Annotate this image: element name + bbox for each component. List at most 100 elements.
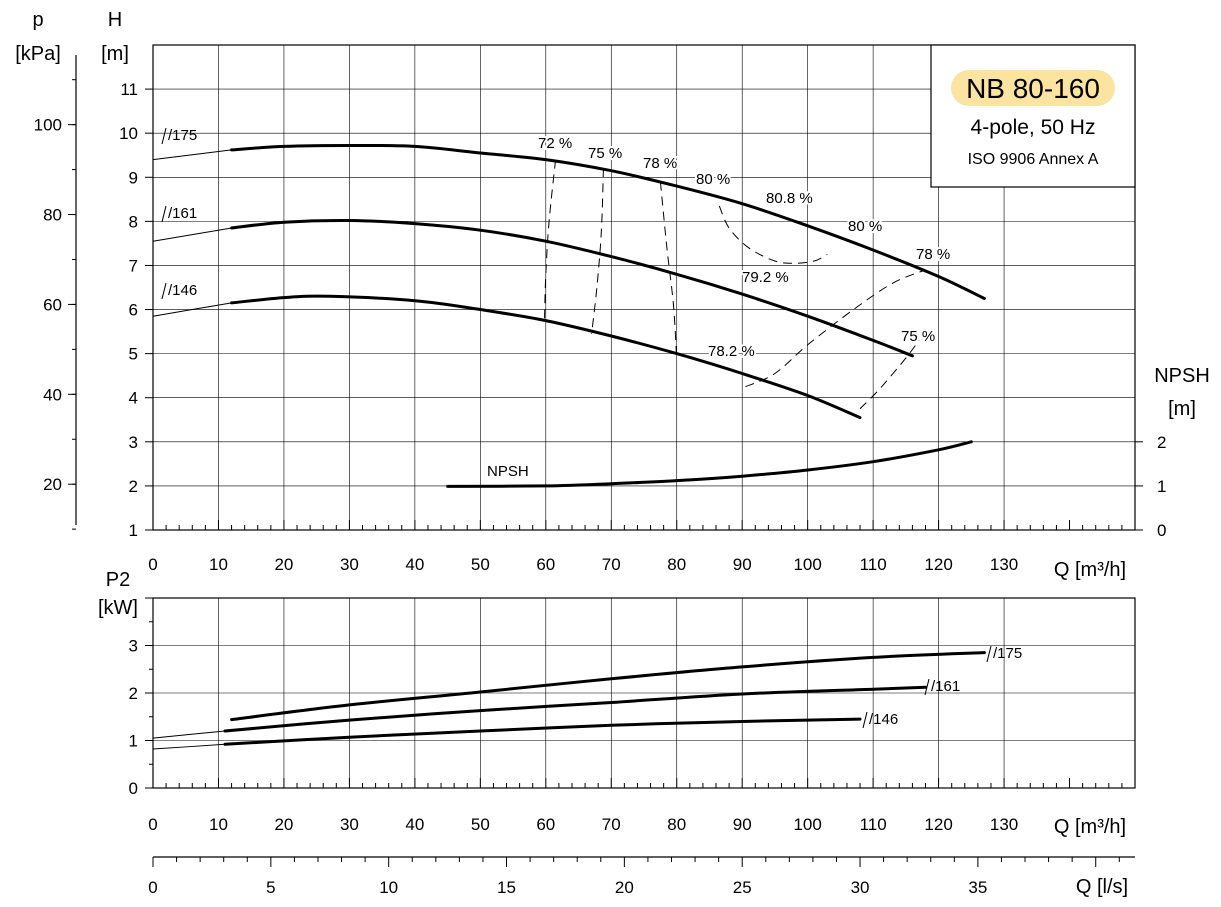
head-curve-label-leader [161,282,167,300]
npsh-curve [446,440,973,488]
power-curve-label: /175 [993,645,1022,662]
head-curve-175 [230,143,986,300]
head-x-tick-label: 130 [990,555,1018,574]
pressure-axis-title: p [32,9,43,31]
efficiency-label: 80 % [848,218,882,235]
efficiency-contour [718,205,828,264]
efficiency-label: 78 % [916,246,950,263]
power-curve-161 [223,685,927,733]
efficiency-contours: 72 % 75 % 78 % 80 % 80.8 % 80 % 78 % 79.2 % 75 %… [536,133,952,410]
test-standard-label: ISO 9906 Annex A [968,151,1099,168]
head-x-tick-label: 80 [667,555,686,574]
head-x-tick-label: 0 [148,555,157,574]
power-curve-label-leader [986,645,992,663]
flow-ls-tick-label: 0 [148,878,157,897]
power-x-tick-label: 100 [793,815,821,834]
pump-model-title: NB 80-160 [966,73,1100,104]
head-y-tick-label: 2 [129,477,138,496]
head-y-tick-label: 5 [129,345,138,364]
efficiency-contour [591,168,604,334]
pressure-tick-label: 40 [43,385,62,404]
head-y-tick-label: 9 [129,168,138,187]
flow-ls-tick-label: 20 [615,878,634,897]
head-y-tick-label: 7 [129,256,138,275]
pump-speed-subtitle: 4-pole, 50 Hz [971,116,1096,139]
efficiency-contour [544,159,557,321]
head-curve-label: /146 [168,282,197,299]
curve-layer: /175/161/146 NPSH/175/161/146 [152,127,1022,750]
pressure-tick-label: 20 [43,475,62,494]
npsh-axis-unit: [m] [1168,398,1196,420]
npsh-tick-label: 0 [1157,521,1166,540]
power-x-tick-label: 130 [990,815,1018,834]
head-curve-label: /161 [168,205,197,222]
head-y-tick-label: 3 [129,433,138,452]
efficiency-contour [859,340,920,410]
power-x-tick-label: 0 [148,815,157,834]
power-x-tick-label: 40 [405,815,424,834]
flow-ls-tick-label: 15 [497,878,516,897]
power-y-tick-label: 2 [129,684,138,703]
power-curve-175 [230,651,986,722]
head-curve-146 [230,294,862,420]
head-curve-161 [230,218,914,358]
flow-ls-tick-label: 25 [733,878,752,897]
power-y-tick-label: 3 [129,637,138,656]
flow-ls-axis-title: Q [l/s] [1076,876,1128,898]
flow-ls-tick-label: 30 [851,878,870,897]
head-y-tick-label: 10 [119,124,138,143]
head-x-tick-label: 60 [536,555,555,574]
power-y-tick-label: 1 [129,732,138,751]
power-curve-label-leader [862,711,868,729]
power-x-tick-label: 50 [471,815,490,834]
head-x-tick-label: 70 [602,555,621,574]
head-x-tick-label: 100 [793,555,821,574]
power-y-tick-label: 0 [129,779,138,798]
head-plot-frame [152,44,1136,531]
power-x-tick-label: 10 [209,815,228,834]
power-x-tick-label: 110 [860,815,887,834]
power-curve-label: /146 [869,711,898,728]
efficiency-label: 72 % [538,135,572,152]
power-curve-label-leader [924,678,930,696]
head-y-tick-label: 8 [129,212,138,231]
head-curve-label-leader [161,205,167,223]
power-x-tick-label: 60 [536,815,555,834]
power-curve-extension [152,743,226,750]
power-x-tick-label: 30 [340,815,359,834]
info-box-frame [930,44,1136,188]
efficiency-label: 78.2 % [708,343,755,360]
head-x-tick-label: 20 [274,555,293,574]
efficiency-label: 80.8 % [766,190,813,207]
efficiency-label: 75 % [901,328,935,345]
flow-axis-title-top: Q [m³/h] [1054,559,1126,581]
head-y-tick-label: 4 [129,389,138,408]
info-box: NB 80-160 4-pole, 50 Hz ISO 9906 Annex A [930,44,1136,188]
flow-ls-tick-label: 35 [968,878,987,897]
head-y-tick-label: 11 [120,80,138,99]
efficiency-contour [745,269,926,388]
power-curve-label: /161 [931,678,960,695]
pressure-tick-label: 80 [43,206,62,225]
power-x-tick-label: 80 [667,815,686,834]
pressure-tick-label: 60 [43,295,62,314]
head-x-tick-label: 40 [405,555,424,574]
head-y-tick-label: 1 [129,521,138,540]
npsh-axis-title: NPSH [1154,365,1210,387]
power-x-tick-label: 20 [274,815,293,834]
efficiency-label: 78 % [643,155,677,172]
power-curve-146 [223,717,862,746]
flow-ls-tick-label: 10 [379,878,398,897]
power-curve-extension [152,730,226,739]
head-curve-extension [152,302,233,317]
flow-axis-title-bottom: Q [m³/h] [1054,816,1126,838]
power-axis-unit: [kW] [98,597,138,619]
npsh-tick-label: 2 [1157,433,1166,452]
head-axis-title: H [108,9,122,31]
efficiency-label: 75 % [588,145,622,162]
head-axis-unit: [m] [101,43,129,65]
efficiency-label: 79.2 % [742,269,789,286]
npsh-tick-label: 1 [1157,477,1166,496]
